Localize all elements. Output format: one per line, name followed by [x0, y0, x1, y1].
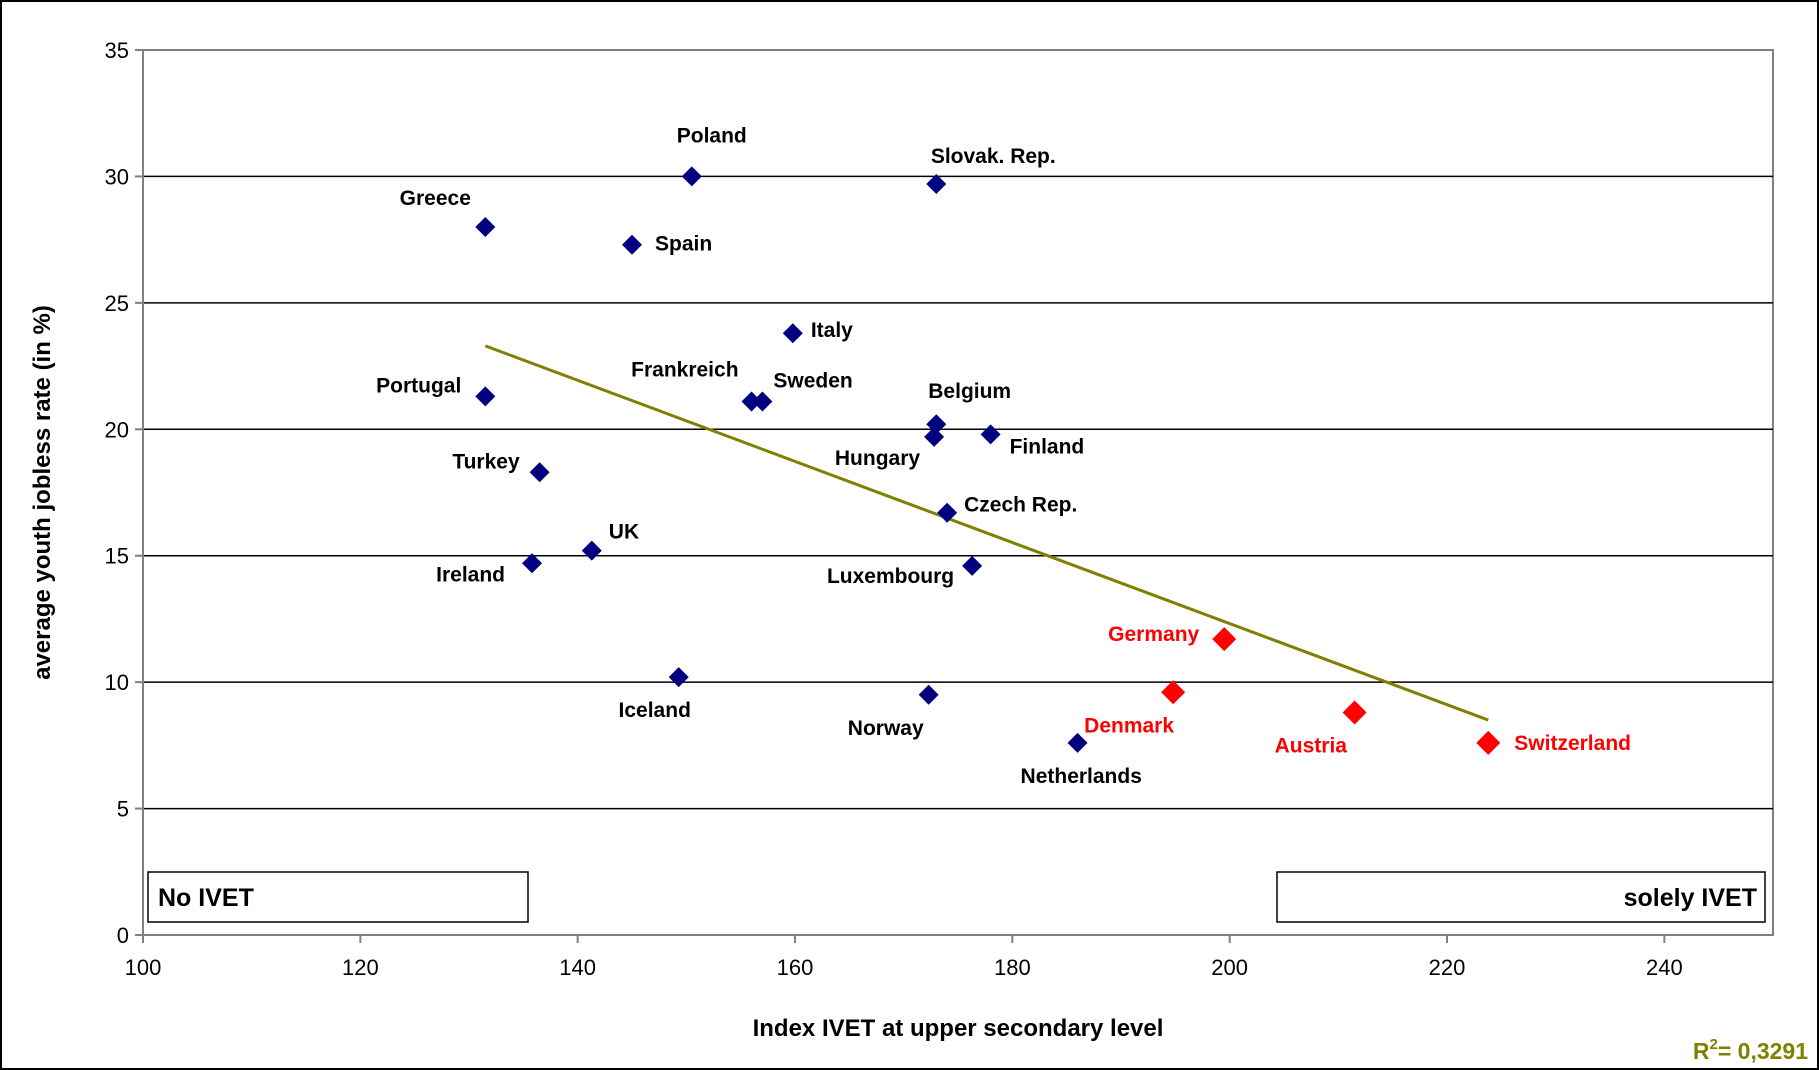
x-tick-label: 160 — [777, 955, 814, 980]
x-tick-label: 140 — [559, 955, 596, 980]
r-squared-exponent: 2 — [1709, 1036, 1717, 1053]
r-squared-symbol: R — [1693, 1038, 1710, 1064]
point-label-hungary: Hungary — [835, 447, 921, 470]
point-label-portugal: Portugal — [376, 374, 461, 397]
x-tick-label: 200 — [1211, 955, 1248, 980]
point-label-norway: Norway — [848, 717, 924, 740]
x-tick-label: 120 — [342, 955, 379, 980]
x-axis-title: Index IVET at upper secondary level — [753, 1015, 1164, 1042]
y-tick-label: 15 — [105, 544, 129, 569]
point-label-luxembourg: Luxembourg — [827, 565, 954, 588]
y-tick-label: 0 — [117, 923, 129, 948]
point-label-netherlands: Netherlands — [1021, 765, 1142, 788]
y-tick-label: 30 — [105, 164, 129, 189]
point-label-belgium: Belgium — [928, 380, 1011, 403]
y-tick-label: 25 — [105, 291, 129, 316]
point-label-spain: Spain — [655, 233, 712, 256]
y-axis-title: average youth jobless rate (in %) — [29, 305, 56, 680]
point-label-denmark: Denmark — [1084, 714, 1174, 737]
point-label-iceland: Iceland — [619, 699, 691, 722]
solely-ivet-label: solely IVET — [1624, 884, 1757, 912]
point-label-czech-rep: Czech Rep. — [964, 494, 1077, 517]
point-label-ireland: Ireland — [436, 563, 505, 586]
point-label-greece: Greece — [400, 187, 471, 210]
point-label-slovak-rep: Slovak. Rep. — [931, 145, 1056, 168]
point-label-sweden: Sweden — [773, 369, 852, 392]
point-label-switzerland: Switzerland — [1514, 732, 1631, 755]
y-tick-label: 35 — [105, 38, 129, 63]
y-tick-label: 10 — [105, 670, 129, 695]
y-tick-label: 20 — [105, 417, 129, 442]
point-label-turkey: Turkey — [452, 450, 520, 473]
x-tick-label: 180 — [994, 955, 1031, 980]
point-label-poland: Poland — [677, 124, 747, 147]
y-tick-label: 5 — [117, 797, 129, 822]
x-tick-label: 220 — [1429, 955, 1466, 980]
plot-area — [143, 50, 1773, 935]
point-label-uk: UK — [609, 521, 639, 544]
x-tick-label: 240 — [1646, 955, 1683, 980]
no-ivet-label: No IVET — [158, 884, 254, 912]
point-label-finland: Finland — [1010, 435, 1085, 458]
point-label-austria: Austria — [1275, 734, 1348, 757]
r-squared-value: = 0,3291 — [1718, 1038, 1808, 1064]
point-label-italy: Italy — [811, 319, 853, 342]
x-tick-label: 100 — [125, 955, 162, 980]
point-label-frankreich: Frankreich — [631, 358, 738, 381]
point-label-germany: Germany — [1108, 623, 1199, 646]
